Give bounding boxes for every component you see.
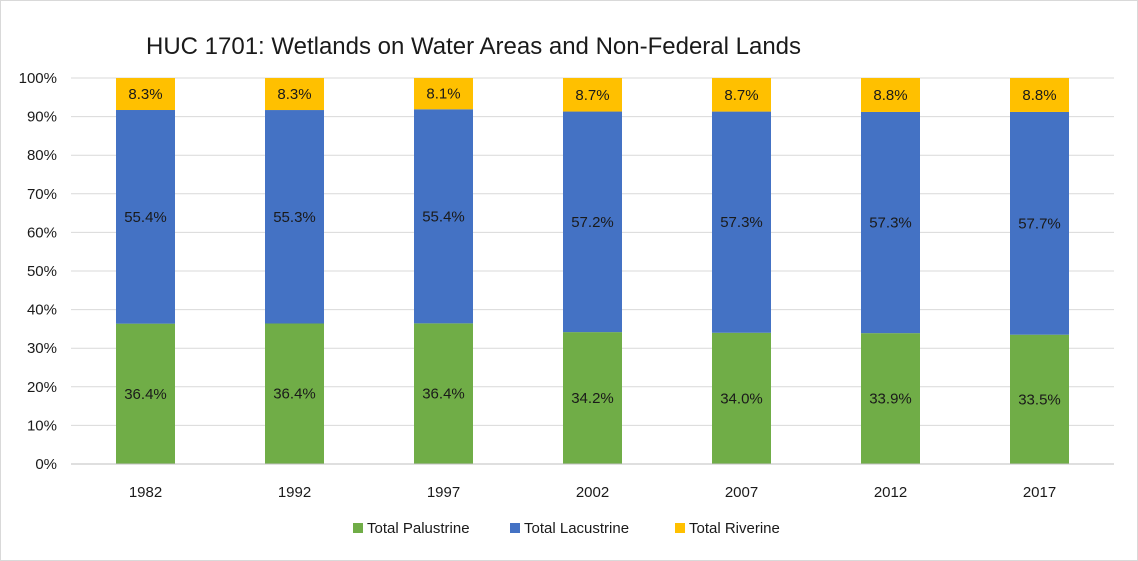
x-tick-label: 2012 [874,484,907,501]
chart-title: HUC 1701: Wetlands on Water Areas and No… [146,33,801,60]
bar-segment [116,110,175,324]
x-tick-label: 1992 [278,484,311,501]
bar-segment [712,111,771,333]
bar-segment [1010,334,1069,464]
data-label: 33.9% [869,391,912,408]
legend-item: Total Palustrine [353,520,470,537]
x-tick-label: 2002 [576,484,609,501]
data-label: 34.0% [720,390,763,407]
data-label: 8.8% [1022,87,1056,104]
legend-label: Total Palustrine [367,520,470,537]
bar-segment [414,109,473,324]
data-label: 33.5% [1018,391,1061,408]
y-axis-ticks: 0% 10% 20% 30% 40% 50% 60% 70% 80% 90% 100% [19,70,57,473]
data-label: 8.7% [724,87,758,104]
legend-swatch [353,523,363,533]
data-label: 36.4% [124,386,167,403]
bar-segment [265,323,324,464]
data-label: 8.3% [277,86,311,103]
data-label: 55.4% [124,209,167,226]
data-label: 57.3% [720,214,763,231]
y-tick-label: 80% [27,147,57,164]
data-label: 36.4% [273,386,316,403]
data-label: 8.8% [873,87,907,104]
y-tick-label: 20% [27,379,57,396]
y-tick-label: 50% [27,263,57,280]
y-tick-label: 10% [27,417,57,434]
data-label: 8.3% [128,86,162,103]
bar-segment [861,111,920,334]
bar-segment [414,78,473,110]
bar-segment [861,78,920,112]
bar-segment [1010,78,1069,112]
bar-segment [1010,111,1069,335]
bar-segment [265,110,324,324]
bar-segment [712,78,771,112]
data-label: 55.3% [273,209,316,226]
x-axis-ticks: 1982 1992 1997 2002 2007 2012 2017 [71,463,1114,501]
bar-segment [563,111,622,333]
legend-item: Total Riverine [675,520,780,537]
bar-segment [712,332,771,464]
bar-segment [563,78,622,112]
data-label: 57.3% [869,215,912,232]
data-label: 36.4% [422,386,465,403]
x-tick-label: 2007 [725,484,758,501]
data-label: 57.2% [571,214,614,231]
data-labels: 36.4% 55.4% 8.3% 36.4% 55.3% 8.3% 36.4% 55.4% 8.… [124,86,1061,409]
data-label: 55.4% [422,208,465,225]
y-tick-label: 90% [27,109,57,126]
legend-item: Total Lacustrine [510,520,629,537]
x-tick-label: 1982 [129,484,162,501]
bar-segment [563,332,622,464]
legend-swatch [510,523,520,533]
y-tick-label: 60% [27,224,57,241]
y-tick-label: 70% [27,186,57,203]
data-label: 57.7% [1018,215,1061,232]
legend-label: Total Lacustrine [524,520,629,537]
legend-swatch [675,523,685,533]
bars [116,78,1069,464]
data-label: 34.2% [571,390,614,407]
bar-segment [414,323,473,464]
bar-segment [265,78,324,111]
data-label: 8.1% [426,86,460,103]
bar-segment [116,323,175,464]
y-tick-label: 100% [19,70,57,87]
legend: Total Palustrine Total Lacustrine Total Ri… [353,520,780,537]
data-label: 8.7% [575,87,609,104]
bar-segment [116,78,175,111]
y-tick-label: 30% [27,340,57,357]
legend-label: Total Riverine [689,520,780,537]
x-tick-label: 2017 [1023,484,1056,501]
y-tick-label: 40% [27,302,57,319]
x-tick-label: 1997 [427,484,460,501]
bar-segment [861,333,920,464]
y-tick-label: 0% [35,456,57,473]
